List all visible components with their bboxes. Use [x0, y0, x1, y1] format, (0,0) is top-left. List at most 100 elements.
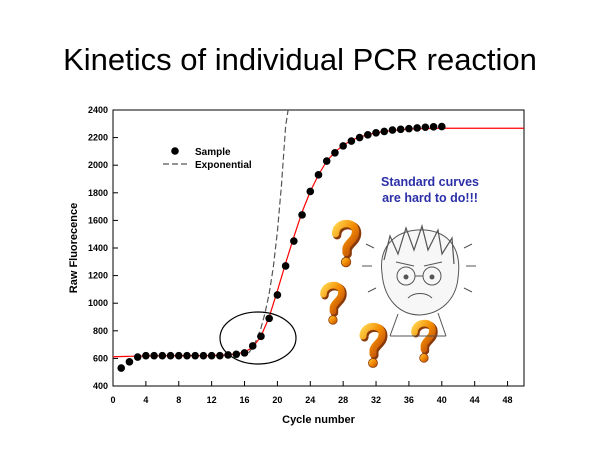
x-tick-label: 44 — [470, 395, 480, 405]
sample-point — [240, 349, 249, 357]
y-tick-label: 2400 — [88, 105, 108, 115]
y-tick-label: 1400 — [88, 243, 108, 253]
sample-point — [314, 171, 323, 179]
pupil-right — [429, 274, 435, 280]
y-tick-label: 1000 — [88, 298, 108, 308]
hair-sketch — [383, 223, 455, 265]
sample-point — [248, 342, 257, 350]
x-tick-label: 28 — [338, 395, 348, 405]
pupil-left — [403, 274, 409, 280]
x-tick-label: 24 — [305, 395, 315, 405]
chart-ticks: 0 4 8 12 16 20 24 28 32 36 40 44 4840060080010001200… — [88, 105, 513, 405]
x-tick-label: 4 — [143, 395, 148, 405]
annotation-line-1: Standard curves — [381, 175, 479, 189]
y-tick-label: 2200 — [88, 133, 108, 143]
sample-point — [142, 351, 150, 360]
annotation-line-2: are hard to do!!! — [382, 191, 478, 205]
sample-point — [133, 353, 142, 361]
y-tick-label: 400 — [93, 381, 108, 391]
x-tick-label: 40 — [437, 395, 447, 405]
legend-exponential-label: Exponential — [195, 160, 252, 171]
eyebrows — [395, 261, 443, 267]
sample-point — [232, 350, 241, 359]
sample-point — [265, 314, 273, 323]
sample-point — [405, 124, 413, 133]
sample-point — [429, 123, 438, 131]
face-outline — [381, 229, 460, 316]
sample-point — [191, 351, 199, 360]
sample-point — [166, 351, 175, 360]
question-mark-icon — [411, 319, 438, 363]
sample-point — [158, 351, 167, 360]
sample-point — [174, 351, 183, 360]
x-tick-label: 12 — [207, 395, 217, 405]
x-axis-label: Cycle number — [282, 414, 355, 426]
y-tick-label: 1600 — [88, 215, 108, 225]
sample-point — [331, 148, 339, 157]
sample-point — [298, 211, 306, 219]
worried-face-sketch — [362, 223, 476, 337]
y-axis-label: Raw Fluorecence — [68, 203, 80, 293]
sample-point — [388, 126, 397, 134]
mouth-frown — [407, 293, 433, 299]
panic-lines — [362, 243, 476, 293]
sample-point — [216, 351, 224, 360]
x-tick-label: 0 — [110, 395, 115, 405]
question-mark-icon — [320, 281, 347, 325]
sample-point — [380, 127, 389, 136]
y-tick-label: 1200 — [88, 271, 108, 281]
sample-point — [257, 332, 265, 341]
sample-point — [183, 351, 191, 360]
legend-sample-label: Sample — [195, 147, 231, 158]
plot-area — [113, 110, 524, 372]
question-mark-dot — [328, 315, 338, 325]
question-mark-icon — [331, 219, 362, 268]
y-tick-label: 1800 — [88, 188, 108, 198]
sample-point — [355, 133, 364, 142]
sample-point — [396, 125, 405, 134]
sample-point — [322, 157, 331, 165]
sample-point — [199, 351, 208, 360]
sample-point — [150, 351, 158, 360]
x-tick-label: 8 — [176, 395, 181, 405]
sample-point — [413, 124, 421, 132]
fit-line — [113, 127, 524, 358]
sample-point — [438, 122, 446, 131]
highlight-ellipse — [219, 311, 297, 365]
sample-point — [306, 187, 315, 196]
sample-point — [421, 123, 430, 132]
sample-point — [125, 358, 134, 366]
x-tick-label: 20 — [272, 395, 282, 405]
y-tick-label: 600 — [93, 353, 108, 363]
exponential-line — [248, 110, 289, 354]
shoulders-sketch — [389, 312, 447, 337]
y-tick-label: 800 — [93, 326, 108, 336]
slide-title: Kinetics of individual PCR reaction — [63, 42, 537, 77]
sample-point — [364, 131, 372, 139]
question-mark-body — [320, 281, 345, 315]
question-mark-icon — [359, 322, 388, 368]
question-mark-dot — [368, 358, 378, 368]
question-mark-dot — [340, 256, 352, 268]
legend-sample-marker — [171, 147, 179, 155]
sample-point — [339, 142, 347, 150]
question-mark-dot — [419, 353, 429, 363]
sample-point — [281, 262, 290, 270]
chart-legend: Sample Exponential — [163, 147, 252, 171]
sample-point — [372, 128, 380, 137]
sample-point — [117, 364, 126, 372]
sample-point — [347, 137, 356, 145]
sample-point — [207, 351, 216, 360]
x-tick-label: 16 — [240, 395, 250, 405]
x-tick-label: 48 — [503, 395, 513, 405]
question-mark-body — [411, 319, 436, 353]
sample-point — [273, 291, 282, 299]
x-tick-label: 36 — [404, 395, 414, 405]
y-tick-label: 2000 — [88, 160, 108, 170]
sample-point — [290, 237, 298, 245]
x-tick-label: 32 — [371, 395, 381, 405]
question-mark-body — [359, 322, 386, 358]
question-mark-body — [331, 219, 360, 257]
decorations: Standard curves are hard to do!!! — [219, 175, 479, 368]
